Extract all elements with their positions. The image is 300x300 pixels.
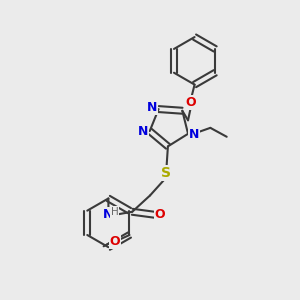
Text: H: H (111, 207, 119, 217)
Text: N: N (138, 124, 148, 138)
Text: N: N (189, 128, 199, 141)
Text: N: N (103, 208, 114, 221)
Text: S: S (161, 166, 171, 180)
Text: O: O (110, 235, 120, 248)
Text: O: O (186, 96, 196, 109)
Text: O: O (154, 208, 165, 221)
Text: N: N (147, 101, 157, 114)
